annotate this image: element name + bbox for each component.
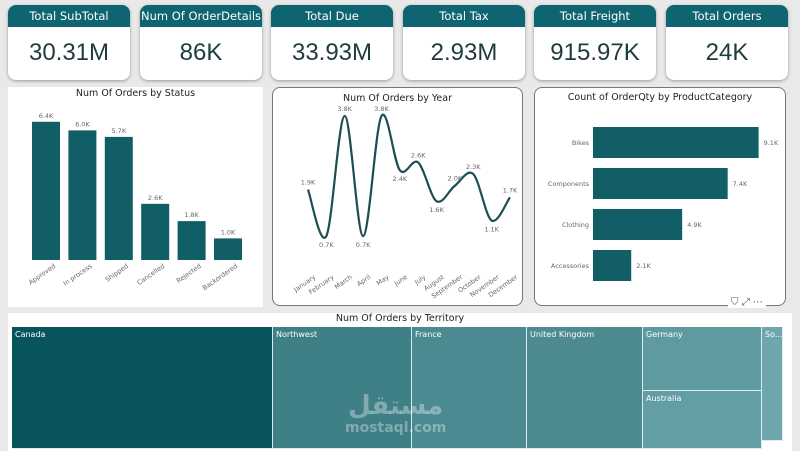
product-chart[interactable]: Count of OrderQty by ProductCategory Bik…	[534, 87, 786, 306]
series-line	[306, 113, 511, 239]
kpi-value: 915.97K	[550, 39, 640, 66]
tick-label: Shipped	[104, 262, 130, 284]
bar	[214, 238, 242, 260]
data-label: 7.4K	[733, 180, 748, 188]
treemap-tile[interactable]: Germany	[643, 327, 762, 391]
watermark: مستقل mostaql.com	[345, 391, 447, 436]
tick-label: Cancelled	[136, 262, 167, 287]
tile-label: Australia	[646, 394, 682, 403]
tick-label: Backordered	[201, 262, 239, 292]
bar	[593, 168, 728, 199]
bar	[593, 250, 632, 281]
data-label: 1.0K	[221, 228, 236, 236]
bar	[32, 121, 60, 260]
treemap-tile[interactable]: Australia	[643, 391, 762, 449]
category-label: Bikes	[572, 139, 590, 147]
data-label: 2.6K	[411, 151, 426, 159]
data-label: 4.9K	[687, 221, 702, 229]
treemap-tile[interactable]: France	[412, 327, 527, 449]
bar	[68, 130, 97, 260]
category-label: Accessories	[551, 262, 590, 270]
status-chart[interactable]: Num Of Orders by Status 6.4K Approved 6.0K…	[8, 87, 263, 307]
bar	[104, 136, 133, 260]
data-label: 2.1K	[636, 262, 651, 270]
kpi-value: 30.31M	[28, 39, 110, 66]
focus-mode-icon[interactable]: ⤢	[741, 297, 750, 308]
data-label: 1.8K	[184, 211, 199, 219]
bar	[177, 221, 206, 260]
data-label: 9.1K	[764, 139, 779, 147]
chart-title: Num Of Orders by Territory	[335, 313, 465, 324]
kpi-card[interactable]: Total Orders 24K	[666, 5, 788, 80]
data-label: 3.8K	[374, 105, 389, 113]
tick-label: Rejected	[175, 262, 203, 285]
bar	[141, 203, 170, 260]
kpi-card[interactable]: Total Freight 915.97K	[534, 5, 656, 80]
bar	[593, 209, 683, 240]
kpi-label: Total Orders	[666, 5, 788, 27]
tile-label: Canada	[15, 330, 46, 339]
data-label: 0.7K	[356, 241, 371, 249]
data-label: 5.7K	[111, 127, 126, 135]
tile-label: So...	[765, 330, 783, 339]
kpi-card[interactable]: Num Of OrderDetails 86K	[140, 5, 262, 80]
tile-label: United Kingdom	[530, 330, 595, 339]
treemap-tile[interactable]: Canada	[12, 327, 273, 449]
data-label: 2.0K	[448, 175, 463, 183]
data-label: 2.3K	[466, 163, 481, 171]
data-label: 1.1K	[484, 226, 499, 234]
tile-label: Germany	[646, 330, 683, 339]
data-label: 6.4K	[39, 112, 54, 120]
tick-label: May	[375, 273, 391, 287]
data-label: 1.6K	[429, 206, 444, 214]
kpi-card[interactable]: Total Due 33.93M	[271, 5, 393, 80]
kpi-value: 86K	[179, 39, 223, 66]
chart-title: Num Of Orders by Year	[343, 93, 452, 104]
category-label: Components	[548, 180, 590, 188]
kpi-value: 2.93M	[430, 39, 498, 66]
tile-label: France	[415, 330, 442, 339]
kpi-value: 24K	[705, 39, 749, 66]
tile-label: Northwest	[276, 330, 318, 339]
data-label: 1.9K	[301, 179, 316, 187]
kpi-value: 33.93M	[291, 39, 373, 66]
data-label: 2.4K	[393, 175, 408, 183]
tick-label: April	[355, 273, 372, 288]
tick-label: Approved	[27, 262, 57, 286]
treemap-tile[interactable]: Northwest	[273, 327, 412, 449]
filter-icon[interactable]: ⛉	[731, 297, 739, 308]
year-chart[interactable]: Num Of Orders by Year 1.9K January 0.7K Feb…	[272, 87, 523, 306]
data-label: 0.7K	[319, 241, 334, 249]
kpi-label: Total Tax	[403, 5, 525, 27]
more-options-icon[interactable]: ⋯	[752, 297, 763, 308]
data-label: 6.0K	[75, 120, 90, 128]
visual-toolbar: ⛉ ⤢ ⋯	[728, 297, 766, 308]
tick-label: March	[333, 273, 354, 291]
data-label: 3.8K	[337, 105, 352, 113]
category-label: Clothing	[562, 221, 589, 229]
kpi-card[interactable]: Total Tax 2.93M	[403, 5, 525, 80]
kpi-card[interactable]: Total SubTotal 30.31M	[8, 5, 130, 80]
chart-title: Count of OrderQty by ProductCategory	[567, 92, 753, 103]
tick-label: In process	[62, 262, 94, 288]
kpi-label: Total SubTotal	[8, 5, 130, 27]
data-label: 1.7K	[503, 186, 518, 194]
treemap-tile[interactable]: So...	[762, 327, 783, 441]
treemap-tile[interactable]: United Kingdom	[527, 327, 643, 449]
chart-title: Num Of Orders by Status	[75, 88, 196, 99]
data-label: 2.6K	[148, 194, 163, 202]
bar	[593, 127, 759, 158]
kpi-label: Total Freight	[534, 5, 656, 27]
kpi-label: Total Due	[271, 5, 393, 27]
tick-label: June	[392, 273, 409, 288]
kpi-label: Num Of OrderDetails	[140, 5, 262, 27]
